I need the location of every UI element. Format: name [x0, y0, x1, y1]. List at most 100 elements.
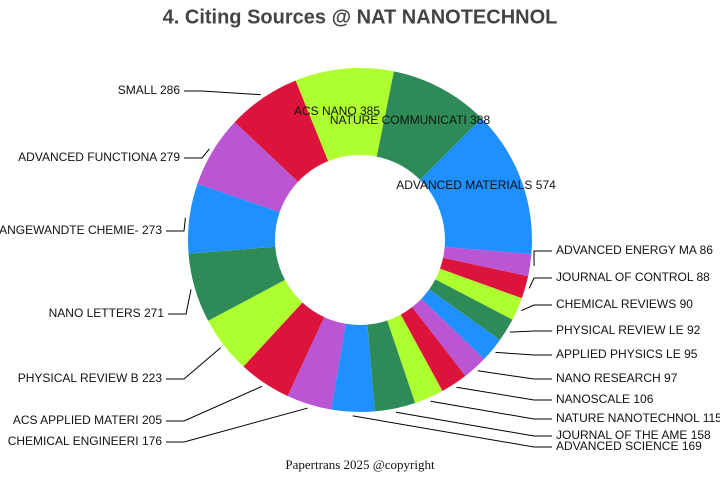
label-name: APPLIED PHYSICS LE — [556, 347, 681, 361]
label-value: 223 — [142, 371, 162, 385]
label-value: 90 — [680, 297, 694, 311]
label-name: ADVANCED SCIENCE — [556, 439, 678, 453]
leader-line — [509, 330, 552, 333]
label-value: 97 — [664, 371, 678, 385]
label-name: NANOSCALE — [556, 392, 630, 406]
label-name: NATURE NANOTECHNOL — [556, 411, 700, 425]
label-name: ACS APPLIED MATERI — [13, 413, 139, 427]
label-name: SMALL — [118, 83, 158, 97]
leader-line — [168, 289, 192, 315]
label-name: ADVANCED ENERGY MA — [556, 243, 697, 257]
slice-label: PHYSICAL REVIEW LE 92 — [556, 323, 701, 337]
label-name: ADVANCED FUNCTIONA — [18, 150, 157, 164]
label-value: 388 — [470, 113, 490, 127]
slice — [443, 246, 532, 277]
slice — [421, 289, 500, 360]
label-value: 169 — [682, 439, 702, 453]
slice-label: ACS APPLIED MATERI 205 — [13, 413, 163, 427]
label-value: 176 — [142, 434, 162, 448]
slice-label: APPLIED PHYSICS LE 95 — [556, 347, 698, 361]
slice-label: NANO RESEARCH 97 — [556, 371, 678, 385]
slice — [376, 71, 482, 180]
slice — [412, 298, 485, 376]
label-value: 95 — [684, 347, 698, 361]
leader-line — [477, 370, 552, 380]
slice — [243, 302, 325, 397]
leader-line — [495, 351, 552, 356]
slice — [188, 246, 285, 321]
slice — [435, 268, 522, 320]
label-name: CHEMICAL ENGINEERI — [8, 434, 139, 448]
chart-title: 4. Citing Sources @ NAT NANOTECHNOL — [163, 6, 558, 28]
slice-label: ADVANCED SCIENCE 169 — [556, 439, 702, 453]
label-name: PHYSICAL REVIEW B — [18, 371, 139, 385]
slice — [295, 68, 394, 162]
label-value: 205 — [142, 413, 162, 427]
leader-line — [456, 386, 552, 401]
label-value: 271 — [144, 306, 164, 320]
label-name: ACS NANO — [294, 104, 357, 118]
slice-label: NATURE NANOTECHNOL 115 — [556, 411, 720, 425]
label-name: ANGEWANDTE CHEMIE- — [0, 223, 139, 237]
slice-label: CHEMICAL REVIEWS 90 — [556, 297, 693, 311]
label-value: 286 — [160, 83, 180, 97]
label-name: JOURNAL OF THE AME — [556, 428, 687, 442]
slice-label: ANGEWANDTE CHEMIE- 273 — [0, 223, 162, 237]
slice-label: JOURNAL OF CONTROL 88 — [556, 270, 710, 284]
leader-line — [533, 250, 552, 266]
leader-line — [528, 277, 552, 289]
leader-line — [352, 415, 552, 448]
slice — [420, 118, 532, 255]
footer: Papertrans 2025 @copyright — [285, 457, 435, 472]
slice — [400, 307, 466, 391]
label-value: 86 — [700, 243, 714, 257]
slice-label: ACS NANO 385 — [294, 104, 380, 118]
label-value: 273 — [142, 223, 162, 237]
label-name: NATURE COMMUNICATI — [330, 113, 467, 127]
slice-label: PHYSICAL REVIEW B 223 — [18, 371, 163, 385]
leader-line — [166, 347, 222, 380]
slice-label: NANOSCALE 106 — [556, 392, 654, 406]
label-value: 115 — [703, 411, 720, 425]
label-name: ADVANCED MATERIALS — [396, 178, 532, 192]
slice — [197, 122, 299, 213]
leader-line — [430, 400, 552, 420]
slice-label: CHEMICAL ENGINEERI 176 — [8, 434, 163, 448]
label-value: 279 — [160, 150, 180, 164]
slice — [208, 279, 303, 367]
slice-label: SMALL 286 — [118, 83, 181, 97]
label-value: 385 — [360, 104, 380, 118]
slice-label: NATURE COMMUNICATI 388 — [330, 113, 491, 127]
label-name: NANO LETTERS — [49, 306, 141, 320]
slice — [188, 183, 280, 254]
leader-line — [166, 217, 186, 232]
label-value: 92 — [687, 323, 701, 337]
label-name: JOURNAL OF CONTROL — [556, 270, 694, 284]
label-name: CHEMICAL REVIEWS — [556, 297, 676, 311]
slice — [387, 314, 443, 403]
slice — [331, 323, 375, 412]
slice — [367, 320, 416, 412]
label-name: PHYSICAL REVIEW LE — [556, 323, 684, 337]
label-value: 106 — [633, 392, 653, 406]
leader-line — [184, 90, 261, 96]
slice-label: ADVANCED ENERGY MA 86 — [556, 243, 713, 257]
leader-line — [520, 304, 552, 312]
slice-label: JOURNAL OF THE AME 158 — [556, 428, 711, 442]
slice — [429, 279, 513, 341]
slice-label: NANO LETTERS 271 — [49, 306, 165, 320]
label-value: 158 — [691, 428, 711, 442]
label-value: 88 — [696, 270, 710, 284]
label-name: NANO RESEARCH — [556, 371, 661, 385]
slice — [439, 257, 529, 299]
leader-line — [184, 148, 210, 159]
leader-line — [395, 411, 552, 437]
leader-line — [166, 385, 263, 422]
label-value: 574 — [536, 178, 556, 192]
slice — [234, 80, 329, 182]
slice-label: ADVANCED MATERIALS 574 — [396, 178, 556, 192]
slice-label: ADVANCED FUNCTIONA 279 — [18, 150, 180, 164]
slice — [287, 317, 346, 410]
leader-line — [166, 407, 308, 443]
